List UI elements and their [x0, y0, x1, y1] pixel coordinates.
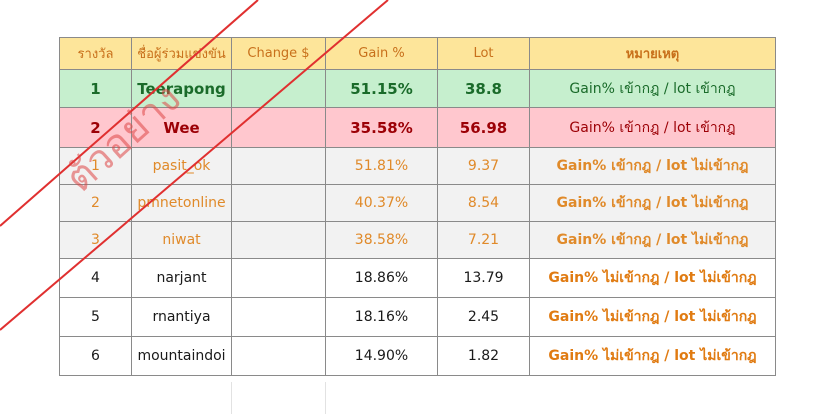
cell-name[interactable]: pmnetonline	[131, 184, 232, 222]
cell-rank[interactable]: 5	[59, 297, 132, 337]
cell-note[interactable]: Gain% ไม่เข้ากฎ / lot ไม่เข้ากฎ	[529, 297, 776, 337]
cell-note[interactable]: Gain% ไม่เข้ากฎ / lot ไม่เข้ากฎ	[529, 336, 776, 376]
cell-lot[interactable]: 13.79	[437, 258, 530, 298]
header-change[interactable]: Change $	[231, 37, 326, 70]
cell-gain[interactable]: 51.15%	[325, 69, 438, 108]
table-row: 6 mountaindoi 14.90% 1.82 Gain% ไม่เข้าก…	[59, 336, 776, 376]
cell-change[interactable]	[231, 336, 326, 376]
table-row: 5 rnantiya 18.16% 2.45 Gain% ไม่เข้ากฎ /…	[59, 297, 776, 337]
column-guide	[325, 382, 326, 414]
header-note[interactable]: หมายเหตุ	[529, 37, 776, 70]
cell-change[interactable]	[231, 69, 326, 108]
header-rank[interactable]: รางวัล	[59, 37, 132, 70]
cell-rank[interactable]: 3	[59, 221, 132, 259]
cell-lot[interactable]: 8.54	[437, 184, 530, 222]
results-table: รางวัล ชื่อผู้ร่วมแข่งขัน Change $ Gain …	[59, 37, 776, 376]
cell-rank[interactable]: 1	[59, 69, 132, 108]
cell-gain[interactable]: 14.90%	[325, 336, 438, 376]
cell-note[interactable]: Gain% เข้ากฎ / lot ไม่เข้ากฎ	[529, 147, 776, 185]
cell-rank[interactable]: 4	[59, 258, 132, 298]
cell-lot[interactable]: 38.8	[437, 69, 530, 108]
cell-lot[interactable]: 9.37	[437, 147, 530, 185]
header-gain[interactable]: Gain %	[325, 37, 438, 70]
cell-note[interactable]: Gain% ไม่เข้ากฎ / lot ไม่เข้ากฎ	[529, 258, 776, 298]
table-row: 2 Wee 35.58% 56.98 Gain% เข้ากฎ / lot เข…	[59, 107, 776, 148]
header-name[interactable]: ชื่อผู้ร่วมแข่งขัน	[131, 37, 232, 70]
cell-note[interactable]: Gain% เข้ากฎ / lot เข้ากฎ	[529, 107, 776, 148]
cell-change[interactable]	[231, 221, 326, 259]
table-row: 2 pmnetonline 40.37% 8.54 Gain% เข้ากฎ /…	[59, 184, 776, 222]
cell-rank[interactable]: 6	[59, 336, 132, 376]
table-row: 4 narjant 18.86% 13.79 Gain% ไม่เข้ากฎ /…	[59, 258, 776, 298]
cell-name[interactable]: Wee	[131, 107, 232, 148]
cell-lot[interactable]: 1.82	[437, 336, 530, 376]
cell-gain[interactable]: 35.58%	[325, 107, 438, 148]
cell-name[interactable]: mountaindoi	[131, 336, 232, 376]
cell-change[interactable]	[231, 107, 326, 148]
cell-gain[interactable]: 18.16%	[325, 297, 438, 337]
cell-note[interactable]: Gain% เข้ากฎ / lot เข้ากฎ	[529, 69, 776, 108]
cell-change[interactable]	[231, 297, 326, 337]
cell-lot[interactable]: 7.21	[437, 221, 530, 259]
cell-name[interactable]: narjant	[131, 258, 232, 298]
cell-note[interactable]: Gain% เข้ากฎ / lot ไม่เข้ากฎ	[529, 184, 776, 222]
cell-name[interactable]: rnantiya	[131, 297, 232, 337]
cell-change[interactable]	[231, 184, 326, 222]
table-row: 3 niwat 38.58% 7.21 Gain% เข้ากฎ / lot ไ…	[59, 221, 776, 259]
cell-change[interactable]	[231, 258, 326, 298]
table-row: 1 pasit_ok 51.81% 9.37 Gain% เข้ากฎ / lo…	[59, 147, 776, 185]
cell-gain[interactable]: 40.37%	[325, 184, 438, 222]
cell-note[interactable]: Gain% เข้ากฎ / lot ไม่เข้ากฎ	[529, 221, 776, 259]
cell-name[interactable]: pasit_ok	[131, 147, 232, 185]
cell-gain[interactable]: 38.58%	[325, 221, 438, 259]
cell-name[interactable]: niwat	[131, 221, 232, 259]
cell-gain[interactable]: 18.86%	[325, 258, 438, 298]
cell-change[interactable]	[231, 147, 326, 185]
cell-rank[interactable]: 1	[59, 147, 132, 185]
cell-lot[interactable]: 56.98	[437, 107, 530, 148]
column-guide	[231, 382, 232, 414]
header-row: รางวัล ชื่อผู้ร่วมแข่งขัน Change $ Gain …	[59, 37, 776, 70]
cell-rank[interactable]: 2	[59, 107, 132, 148]
cell-rank[interactable]: 2	[59, 184, 132, 222]
header-lot[interactable]: Lot	[437, 37, 530, 70]
table-row: 1 Teerapong 51.15% 38.8 Gain% เข้ากฎ / l…	[59, 69, 776, 108]
cell-name[interactable]: Teerapong	[131, 69, 232, 108]
cell-lot[interactable]: 2.45	[437, 297, 530, 337]
cell-gain[interactable]: 51.81%	[325, 147, 438, 185]
